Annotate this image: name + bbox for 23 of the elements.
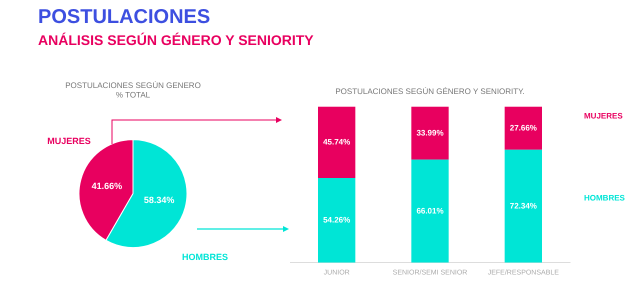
text: HOMBRES <box>584 193 626 202</box>
data-label: 27.66% <box>510 123 537 132</box>
data-label: 33.99% <box>416 128 444 138</box>
bar <box>318 178 356 263</box>
bar <box>411 160 449 263</box>
data-label: 72.34% <box>510 201 537 210</box>
slice-label: HOMBRES <box>182 252 228 262</box>
chart-title: POSTULACIONES SEGÚN GÉNERO Y SENIORITY. <box>335 87 525 96</box>
text: MUJERES <box>584 111 624 120</box>
data-label: 54.26% <box>323 215 350 224</box>
data-label: 66.01% <box>416 206 444 216</box>
bar <box>504 150 542 263</box>
data-label: 58.34% <box>144 195 174 206</box>
data-label: 45.74% <box>323 137 350 146</box>
data-label: 41.66% <box>92 181 122 192</box>
chart-title: POSTULACIONES SEGÚN GENERO <box>65 81 201 90</box>
text: POSTULACIONES <box>38 6 210 29</box>
bar <box>318 106 356 178</box>
slice-label: MUJERES <box>47 136 91 146</box>
bar <box>411 106 449 160</box>
chart-subtitle: % TOTAL <box>116 90 151 100</box>
bar <box>504 106 542 150</box>
text: ANÁLISIS SEGÚN GÉNERO Y SENIORITY <box>38 32 314 48</box>
